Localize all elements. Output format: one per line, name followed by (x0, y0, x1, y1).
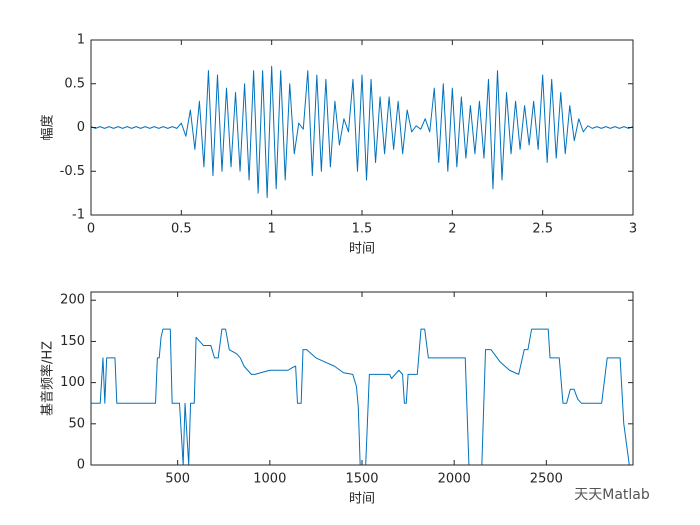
x-tick-label: 1500 (345, 472, 378, 487)
y-tick-label: 100 (60, 375, 85, 390)
y-tick-label: -1 (72, 208, 85, 223)
y-tick-label: 200 (60, 293, 85, 308)
plot-area (91, 40, 633, 215)
x-tick-label: 2000 (438, 472, 471, 487)
data-line (91, 328, 633, 466)
y-tick-label: 0 (77, 458, 85, 473)
plot-area (91, 292, 633, 465)
watermark: 天天Matlab (574, 487, 650, 503)
y-tick-label: -0.5 (60, 164, 85, 179)
data-line (90, 65, 634, 198)
axes: 0 0.5 1 1.5 2 2.5 3 -1 -0.5 0 0.5 1 时间 幅度 (40, 33, 638, 257)
y-tick-label: 0 (77, 120, 85, 135)
y-tick-label: 150 (60, 334, 85, 349)
x-tick-label: 1 (268, 222, 276, 237)
y-axis-label: 基音频率/HZ (40, 341, 56, 416)
y-tick-label: 50 (68, 416, 85, 431)
y-axis-label: 幅度 (40, 114, 56, 140)
x-tick-label: 2 (448, 222, 456, 237)
x-tick-label: 2.5 (532, 222, 553, 237)
x-tick-label: 3 (629, 222, 637, 237)
y-tick-label: 1 (77, 33, 85, 48)
x-tick-label: 500 (165, 472, 190, 487)
y-tick-label: 0.5 (64, 76, 85, 91)
x-tick-label: 2500 (530, 472, 563, 487)
x-tick-label: 0 (87, 222, 95, 237)
x-tick-label: 1.5 (352, 222, 373, 237)
x-axis-label: 时间 (349, 492, 375, 507)
x-tick-label: 0.5 (171, 222, 192, 237)
x-axis-label: 时间 (349, 242, 375, 257)
x-tick-label: 1000 (253, 472, 286, 487)
axes: 500 1000 1500 2000 2500 0 50 100 150 200 时间 基音频率/HZ (40, 291, 634, 507)
